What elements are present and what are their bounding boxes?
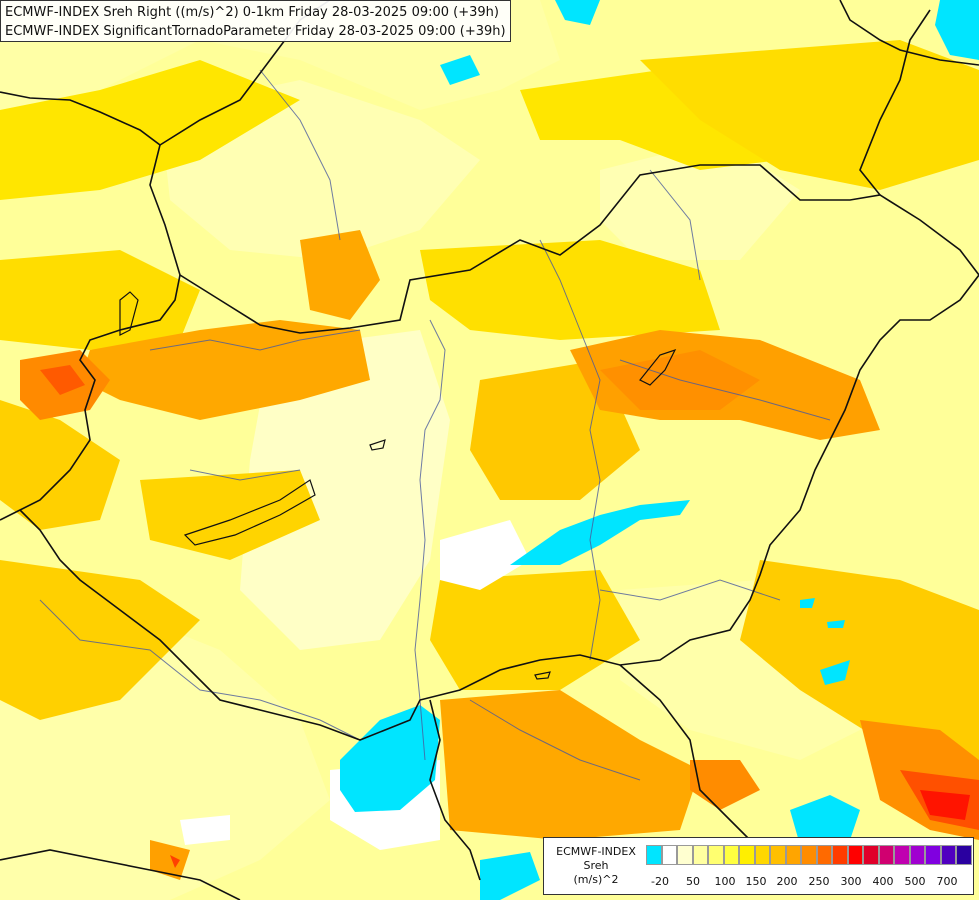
legend-label: 700 <box>936 875 958 888</box>
legend-swatch <box>863 845 879 865</box>
legend-title-model: ECMWF-INDEX <box>556 845 636 858</box>
legend-label: 50 <box>686 875 700 888</box>
map-title-box: ECMWF-INDEX Sreh Right ((m/s)^2) 0-1km F… <box>0 0 511 42</box>
legend-swatch <box>754 845 770 865</box>
legend-swatch <box>909 845 925 865</box>
legend-color-scale <box>646 845 972 865</box>
color-legend: ECMWF-INDEX Sreh (m/s)^2 -20 50 100 150 200 2… <box>543 837 974 895</box>
legend-label: 500 <box>904 875 926 888</box>
legend-swatch <box>708 845 724 865</box>
legend-swatch <box>770 845 786 865</box>
legend-title-param: Sreh <box>583 859 609 872</box>
legend-swatch <box>878 845 894 865</box>
legend-swatch <box>832 845 848 865</box>
legend-title-unit: (m/s)^2 <box>573 873 619 886</box>
legend-title: ECMWF-INDEX Sreh (m/s)^2 <box>548 845 644 887</box>
legend-swatch <box>739 845 755 865</box>
legend-label: 200 <box>776 875 798 888</box>
legend-swatch <box>723 845 739 865</box>
legend-swatch <box>956 845 972 865</box>
legend-swatch <box>677 845 693 865</box>
title-line-2: ECMWF-INDEX SignificantTornadoParameter … <box>5 24 506 39</box>
legend-label: 150 <box>745 875 767 888</box>
legend-swatch <box>692 845 708 865</box>
legend-labels: -20 50 100 150 200 250 300 400 500 700 <box>646 875 966 889</box>
title-line-1: ECMWF-INDEX Sreh Right ((m/s)^2) 0-1km F… <box>5 5 499 20</box>
legend-swatch <box>925 845 941 865</box>
legend-swatch <box>646 845 662 865</box>
legend-swatch <box>661 845 677 865</box>
legend-label: 300 <box>840 875 862 888</box>
legend-label: 100 <box>714 875 736 888</box>
legend-label: 250 <box>808 875 830 888</box>
legend-swatch <box>801 845 817 865</box>
rivers <box>39 69 831 781</box>
legend-swatch <box>816 845 832 865</box>
legend-swatch <box>940 845 956 865</box>
legend-label: 400 <box>872 875 894 888</box>
legend-swatch <box>847 845 863 865</box>
lakes <box>119 291 677 680</box>
legend-swatch <box>785 845 801 865</box>
legend-swatch <box>894 845 910 865</box>
legend-label: -20 <box>651 875 669 888</box>
